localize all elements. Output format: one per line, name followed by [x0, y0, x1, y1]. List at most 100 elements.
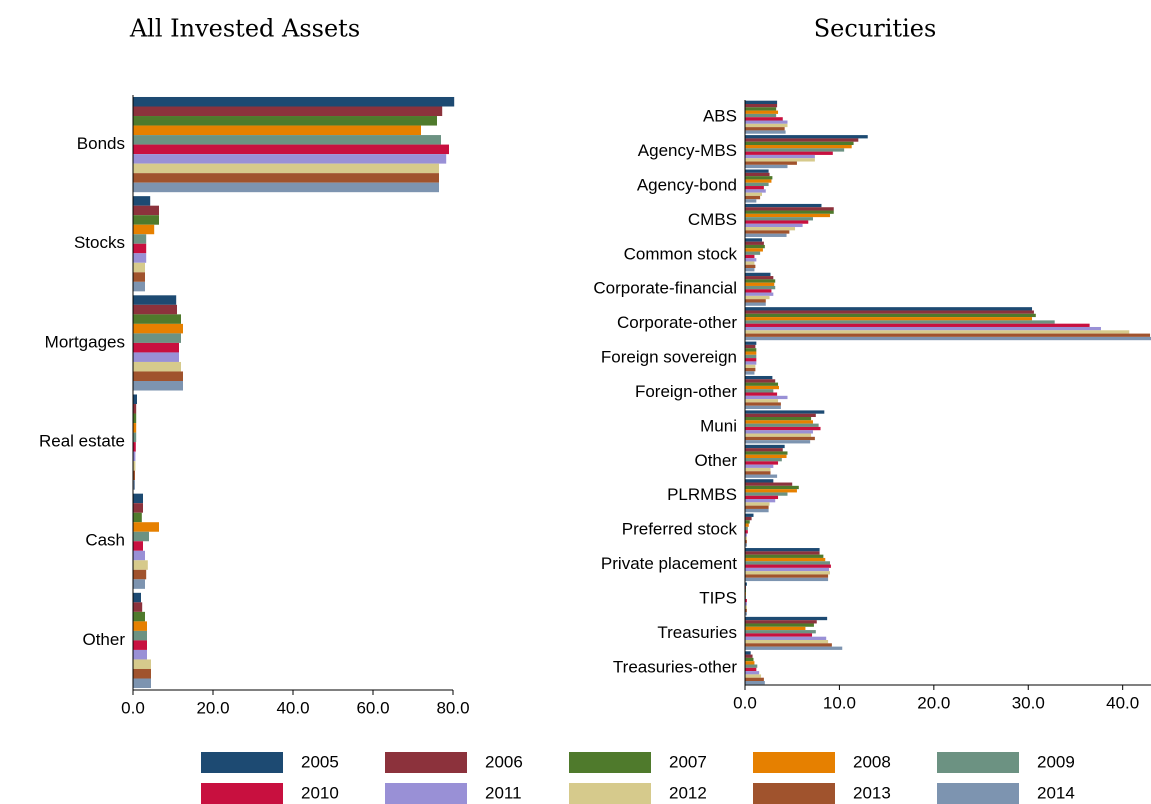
bar: [745, 430, 813, 434]
bar: [745, 276, 774, 280]
chart-title: Securities: [814, 15, 937, 43]
bar: [745, 485, 799, 490]
bar: [745, 189, 766, 193]
bar: [745, 612, 747, 616]
y-tick-label: ABS: [703, 107, 737, 126]
bar: [133, 640, 147, 650]
bar: [745, 110, 779, 114]
bar: [133, 173, 439, 183]
bar: [133, 295, 177, 305]
bar: [745, 254, 755, 259]
bar: [745, 405, 781, 410]
bar: [745, 279, 776, 283]
bar: [745, 554, 824, 558]
bar: [745, 295, 770, 300]
legend-label: 2005: [301, 752, 339, 771]
legend-swatch: [937, 752, 1019, 773]
bar: [745, 571, 830, 575]
bar: [745, 148, 845, 152]
legend-swatch: [201, 752, 283, 773]
legend-label: 2008: [853, 752, 891, 771]
y-tick-label: Corporate-financial: [593, 279, 737, 298]
y-tick-label: TIPS: [699, 588, 737, 607]
legend-label: 2013: [853, 783, 891, 802]
bar: [745, 502, 770, 506]
bar: [133, 404, 137, 414]
bar: [133, 470, 135, 481]
bar: [133, 272, 145, 282]
bar: [745, 289, 772, 293]
bar: [745, 164, 788, 169]
bar: [133, 579, 145, 589]
bar: [745, 454, 787, 459]
legend-label: 2010: [301, 783, 339, 802]
bar: [745, 151, 833, 155]
bar: [133, 550, 145, 561]
bar: [745, 210, 834, 214]
bar: [745, 420, 813, 424]
bar: [745, 138, 859, 142]
bar: [745, 474, 778, 478]
bar: [745, 513, 754, 517]
bar: [133, 394, 137, 405]
bar: [745, 241, 764, 245]
x-tick-label: 30.0: [1012, 693, 1045, 712]
bar: [745, 195, 761, 200]
bar: [133, 253, 147, 263]
x-tick-label: 20.0: [196, 698, 229, 717]
bar: [745, 261, 755, 265]
bar: [745, 602, 747, 606]
bar: [745, 192, 762, 196]
bar: [745, 667, 757, 672]
bar: [745, 671, 760, 675]
bar: [745, 333, 1151, 337]
bar: [745, 354, 757, 359]
bar: [745, 230, 790, 234]
bar: [745, 536, 747, 541]
bar: [745, 182, 769, 187]
bar: [745, 440, 811, 444]
bar: [745, 313, 1036, 318]
y-tick-label: Foreign-other: [635, 382, 737, 401]
bar: [745, 268, 755, 272]
bar: [133, 493, 143, 504]
bar: [745, 282, 775, 286]
y-tick-label: Other: [694, 451, 737, 470]
bar: [745, 630, 816, 634]
bar: [745, 310, 1034, 314]
bar: [745, 145, 852, 149]
legend-swatch: [937, 783, 1019, 804]
legend-swatch: [569, 783, 651, 804]
bar: [745, 217, 813, 221]
bar: [133, 224, 155, 235]
bar: [745, 361, 757, 365]
bar: [745, 557, 826, 562]
y-tick-label: Common stock: [624, 244, 738, 263]
bar: [745, 117, 783, 121]
bar: [133, 281, 145, 292]
bar: [745, 598, 747, 603]
bar: [745, 548, 820, 552]
x-tick-label: 10.0: [823, 693, 856, 712]
bar: [745, 395, 788, 400]
x-tick-label: 40.0: [276, 698, 309, 717]
bar: [133, 323, 183, 334]
bar: [745, 154, 815, 159]
bar: [133, 432, 137, 443]
bar: [745, 123, 788, 128]
bar: [745, 574, 829, 578]
bar: [745, 199, 757, 203]
bar: [745, 244, 765, 249]
y-tick-label: Mortgages: [45, 332, 125, 351]
bar: [133, 135, 441, 145]
bar: [745, 577, 829, 582]
bar: [745, 367, 756, 372]
bar: [745, 379, 776, 383]
legend-label: 2014: [1037, 783, 1075, 802]
bar: [745, 307, 1033, 311]
bar: [745, 238, 762, 242]
bar: [133, 649, 147, 660]
bar: [745, 302, 766, 306]
bar: [133, 96, 455, 107]
